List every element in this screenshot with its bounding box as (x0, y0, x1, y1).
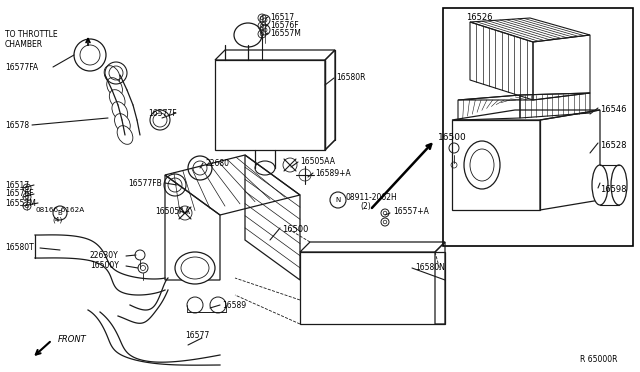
Text: 16505AA: 16505AA (155, 208, 190, 217)
Text: 16557+A: 16557+A (393, 208, 429, 217)
Text: 16580R: 16580R (336, 74, 365, 83)
Text: 16577FB: 16577FB (128, 179, 162, 187)
Ellipse shape (109, 90, 125, 108)
Text: 16577FA: 16577FA (5, 62, 38, 71)
Text: 16577F: 16577F (148, 109, 177, 118)
Text: FRONT: FRONT (58, 336, 87, 344)
Bar (215, 60, 325, 150)
Text: 16589: 16589 (222, 301, 246, 310)
Text: 16557M: 16557M (270, 29, 301, 38)
Ellipse shape (181, 257, 209, 279)
Ellipse shape (234, 23, 262, 47)
Text: 16577: 16577 (185, 330, 209, 340)
Text: (4): (4) (52, 217, 62, 223)
Text: TO THROTTLE
CHAMBER: TO THROTTLE CHAMBER (5, 30, 58, 49)
Text: 16517: 16517 (270, 13, 294, 22)
Text: 16528: 16528 (600, 141, 627, 150)
Text: 16557M: 16557M (5, 199, 36, 208)
Text: 08166-6162A: 08166-6162A (35, 207, 84, 213)
Text: 16546: 16546 (600, 106, 627, 115)
Text: 22680: 22680 (205, 158, 229, 167)
Text: 16517: 16517 (5, 180, 29, 189)
Ellipse shape (104, 66, 120, 84)
Text: 16505AA: 16505AA (300, 157, 335, 167)
Text: 16580N: 16580N (415, 263, 445, 273)
Ellipse shape (115, 114, 131, 132)
Text: 16589+A: 16589+A (315, 169, 351, 177)
Text: 16598: 16598 (600, 186, 627, 195)
Text: 16580T: 16580T (5, 244, 34, 253)
Ellipse shape (175, 252, 215, 284)
Text: R 65000R: R 65000R (580, 356, 618, 365)
Text: 16500Y: 16500Y (90, 260, 119, 269)
Ellipse shape (112, 102, 127, 120)
Ellipse shape (464, 141, 500, 189)
Text: 16526: 16526 (466, 13, 493, 22)
Ellipse shape (470, 149, 494, 181)
Text: 16500: 16500 (438, 134, 467, 142)
Text: (2): (2) (360, 202, 371, 212)
Bar (300, 252, 445, 324)
Ellipse shape (107, 78, 122, 96)
Text: 08911-2062H: 08911-2062H (346, 192, 397, 202)
Text: 22630Y: 22630Y (90, 250, 119, 260)
Text: 16500: 16500 (282, 225, 308, 234)
Text: 16576F: 16576F (5, 189, 34, 199)
Ellipse shape (611, 165, 627, 205)
Text: N: N (335, 197, 340, 203)
Text: 16578: 16578 (5, 121, 29, 129)
Ellipse shape (592, 165, 608, 205)
Ellipse shape (255, 161, 275, 175)
Text: 16576F: 16576F (270, 20, 299, 29)
Text: B: B (58, 210, 62, 216)
Bar (443, 8, 633, 246)
Ellipse shape (117, 126, 133, 144)
